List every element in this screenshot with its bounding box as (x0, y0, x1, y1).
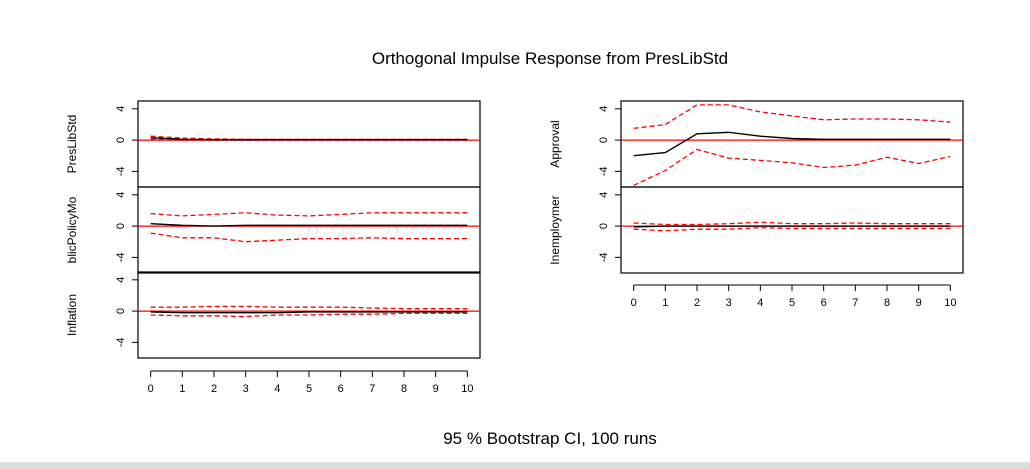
x-tick-label: 4 (274, 383, 280, 395)
panel-frame (137, 100, 481, 188)
chart-footer: 95 % Bootstrap CI, 100 runs (443, 429, 657, 448)
response-line (150, 137, 468, 141)
x-tick-label: 3 (243, 383, 249, 395)
x-tick-label: 8 (401, 383, 407, 395)
x-tick-label: 2 (211, 383, 217, 395)
x-tick-label: 9 (916, 297, 922, 309)
y-axis-label: Approval (548, 120, 562, 167)
x-tick-label: 8 (884, 297, 890, 309)
y-tick-label: 0 (115, 308, 127, 314)
response-line (633, 131, 951, 157)
y-tick-label: 0 (598, 223, 610, 229)
response-line (633, 225, 951, 228)
panels-group: 4 0 -4 PresLibStd 4 0 -4 blicPolicyMo 4 0 -4 Inflat… (65, 100, 964, 395)
x-tick-label: 7 (852, 297, 858, 309)
x-tick-label: 1 (662, 297, 668, 309)
response-line (150, 311, 468, 314)
x-tick-label: 5 (306, 383, 312, 395)
panel-frame (137, 271, 481, 359)
x-tick-label: 2 (694, 297, 700, 309)
x-tick-label: 1 (179, 383, 185, 395)
y-tick-label: -4 (598, 252, 610, 262)
y-tick-label: -4 (598, 166, 610, 176)
panel-4: 4 0 -4 Approval (548, 100, 964, 188)
x-tick-label: 7 (369, 383, 375, 395)
y-tick-label: 0 (115, 137, 127, 143)
response-line (150, 223, 468, 227)
window-bottom-bar (0, 462, 1030, 469)
ci-upper-line (150, 305, 468, 310)
panel-2: 4 0 -4 blicPolicyMo (65, 186, 481, 274)
chart-title: Orthogonal Impulse Response from PresLib… (372, 49, 728, 68)
panel-1: 4 0 -4 PresLibStd (65, 100, 481, 188)
y-tick-label: -4 (115, 337, 127, 347)
y-axis-label: Inemploymer (548, 195, 562, 264)
panel-frame (620, 186, 964, 274)
x-tick-label: 9 (433, 383, 439, 395)
x-tick-label: 10 (944, 297, 956, 309)
ci-lower-line (150, 312, 468, 318)
y-axis-label: blicPolicyMo (65, 196, 79, 263)
x-tick-label: 3 (726, 297, 732, 309)
ci-lower-line (633, 148, 951, 186)
panel-5: 4 0 -4 Inemploymer 0 1 2 3 4 5 6 7 8 9 10 (548, 186, 964, 309)
panel-frame (620, 100, 964, 188)
y-tick-label: 4 (598, 192, 610, 198)
x-tick-label: 10 (461, 383, 473, 395)
x-tick-label: 0 (148, 383, 154, 395)
y-tick-label: 4 (598, 106, 610, 112)
y-tick-label: 4 (115, 277, 127, 283)
panel-3: 4 0 -4 Inflation 0 1 2 3 4 5 6 7 8 9 10 (65, 271, 481, 395)
y-tick-label: -4 (115, 252, 127, 262)
y-tick-label: -4 (115, 166, 127, 176)
y-tick-label: 0 (598, 137, 610, 143)
y-tick-label: 4 (115, 192, 127, 198)
ci-lower-line (150, 232, 468, 243)
x-tick-label: 0 (631, 297, 637, 309)
y-tick-label: 0 (115, 223, 127, 229)
x-tick-label: 5 (789, 297, 795, 309)
ci-lower-line (633, 227, 951, 232)
ci-upper-line (150, 135, 468, 140)
ci-upper-line (633, 221, 951, 226)
ci-upper-line (633, 104, 951, 130)
x-tick-label: 4 (757, 297, 763, 309)
ci-upper-line (150, 212, 468, 217)
panel-frame (137, 186, 481, 274)
y-axis-label: Inflation (65, 294, 79, 336)
y-tick-label: 4 (115, 106, 127, 112)
y-axis-label: PresLibStd (65, 115, 79, 174)
x-tick-label: 6 (338, 383, 344, 395)
x-tick-label: 6 (821, 297, 827, 309)
